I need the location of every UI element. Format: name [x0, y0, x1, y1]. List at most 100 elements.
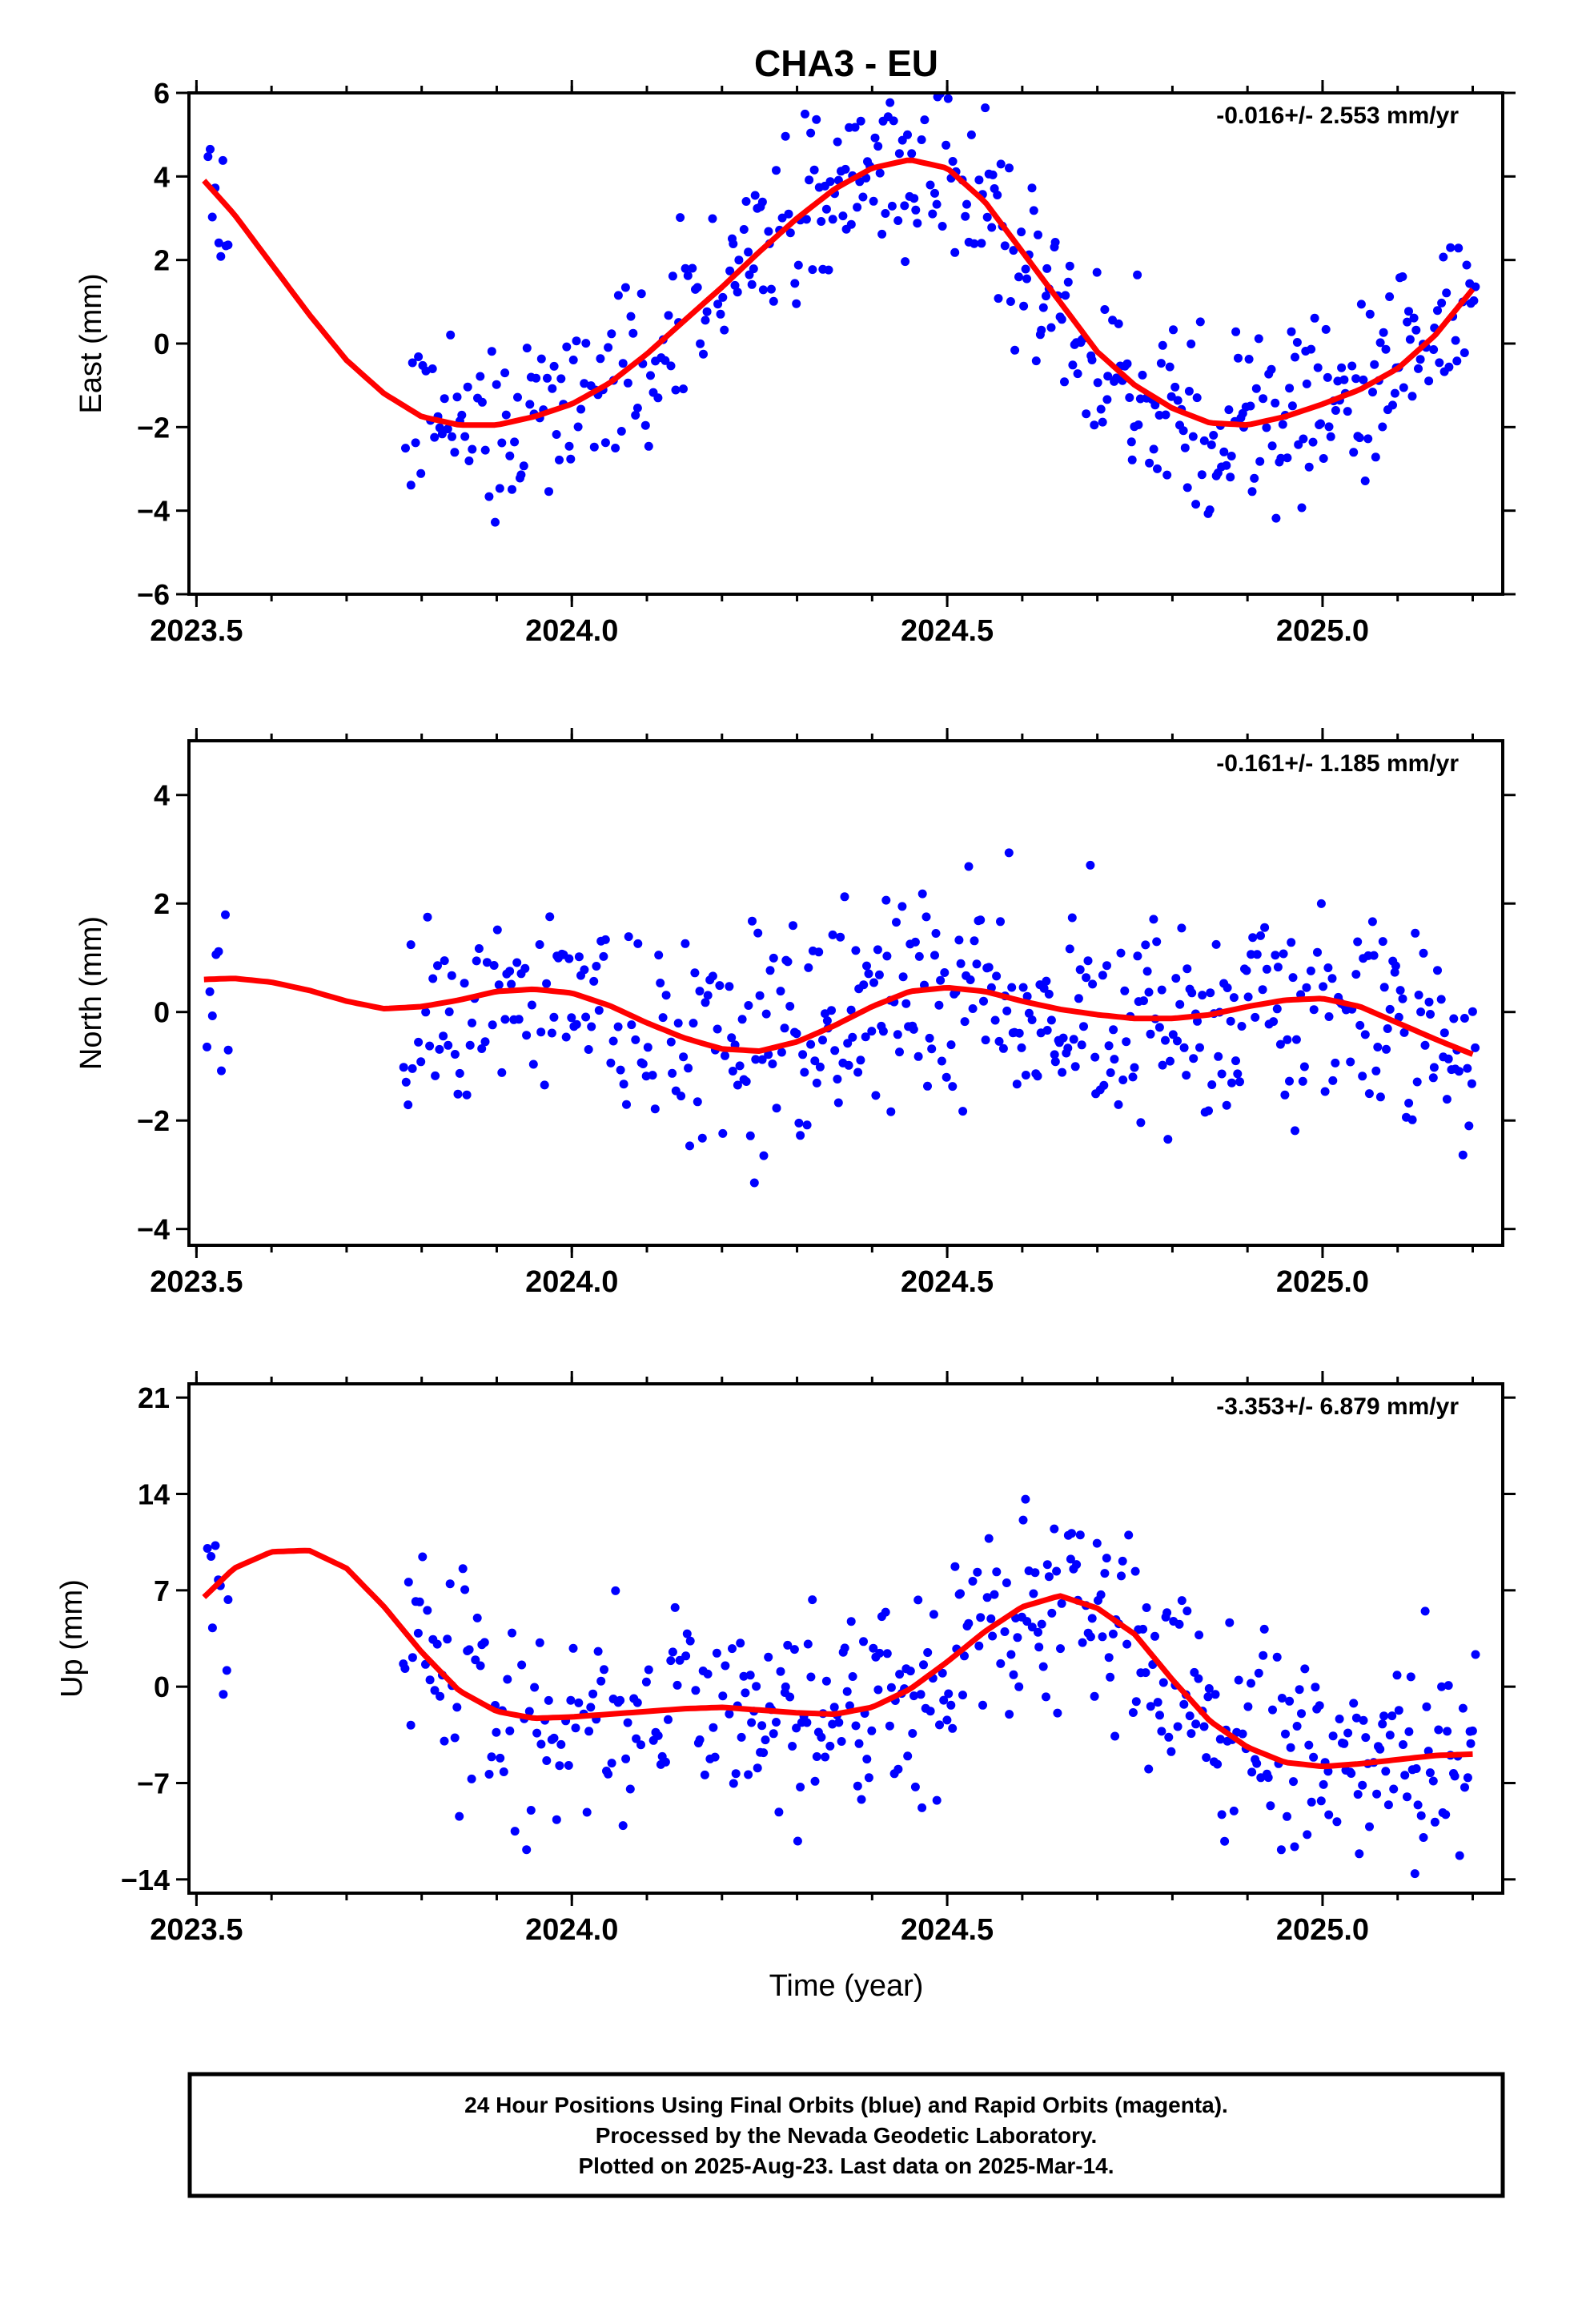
data-point	[701, 998, 710, 1007]
data-point	[960, 1017, 970, 1027]
y-tick-label: 0	[154, 1671, 170, 1703]
data-point	[1006, 297, 1015, 306]
data-point	[1203, 1692, 1213, 1702]
data-point	[730, 280, 740, 290]
data-point	[535, 940, 544, 949]
data-point	[1287, 327, 1296, 336]
data-point	[1434, 1725, 1443, 1735]
data-point	[216, 251, 226, 261]
data-point	[769, 953, 778, 963]
data-point	[1428, 1776, 1438, 1786]
data-point	[859, 980, 869, 990]
data-point	[679, 1052, 689, 1062]
data-point	[893, 216, 903, 225]
data-point	[1069, 1035, 1078, 1044]
data-point	[1012, 1080, 1022, 1089]
data-point	[1047, 1608, 1057, 1618]
data-point	[1353, 1790, 1363, 1799]
data-point	[496, 1753, 505, 1763]
data-point	[505, 1726, 515, 1735]
data-point	[1271, 513, 1281, 523]
data-point	[938, 1668, 947, 1678]
data-point	[942, 1715, 952, 1725]
data-point	[1285, 1076, 1294, 1086]
data-point	[1223, 983, 1232, 992]
data-point	[946, 1040, 956, 1050]
data-point	[1153, 1698, 1162, 1707]
data-point	[1349, 1699, 1359, 1708]
data-point	[1466, 1739, 1476, 1748]
data-point	[1277, 1694, 1287, 1703]
data-point	[990, 1015, 1000, 1025]
data-point	[968, 1004, 978, 1013]
data-point	[656, 979, 665, 987]
data-point	[713, 300, 723, 309]
data-point	[1450, 1771, 1460, 1781]
data-point	[992, 1567, 1002, 1577]
data-point	[1371, 452, 1380, 462]
y-axis-label: North (mm)	[74, 916, 108, 1070]
data-points	[203, 848, 1480, 1188]
data-point	[1146, 1702, 1155, 1711]
data-point	[1280, 1090, 1290, 1100]
data-point	[790, 279, 800, 288]
data-point	[1392, 1671, 1402, 1680]
data-point	[512, 958, 522, 967]
data-point	[777, 1047, 786, 1057]
data-point	[1381, 344, 1391, 354]
data-point	[1146, 1029, 1155, 1039]
data-point	[1316, 899, 1326, 908]
data-point	[679, 384, 688, 394]
data-point	[822, 1016, 832, 1026]
data-point	[1324, 422, 1334, 432]
data-point	[488, 1020, 497, 1030]
data-point	[1404, 1727, 1414, 1736]
data-point	[716, 309, 725, 319]
data-point	[1411, 1764, 1421, 1773]
data-point	[1323, 1767, 1333, 1776]
data-point	[713, 1024, 722, 1034]
data-point	[564, 954, 574, 963]
data-point	[1024, 1008, 1034, 1018]
data-point	[644, 441, 653, 451]
data-point	[1400, 1771, 1410, 1780]
data-point	[1013, 1633, 1022, 1642]
data-point	[1320, 1087, 1330, 1096]
data-point	[1182, 964, 1192, 974]
data-point	[859, 1637, 868, 1647]
data-point	[761, 1735, 770, 1745]
data-point	[728, 1644, 737, 1654]
data-point	[1019, 301, 1029, 311]
data-point	[406, 1720, 416, 1730]
data-point	[1281, 1729, 1290, 1739]
data-point	[981, 1035, 990, 1045]
data-point	[522, 1845, 532, 1855]
data-point	[624, 932, 633, 942]
data-point	[931, 929, 941, 938]
data-point	[1391, 961, 1400, 971]
data-point	[735, 1061, 745, 1071]
data-point	[589, 976, 599, 986]
data-point	[718, 292, 728, 302]
data-point	[1410, 1869, 1419, 1879]
data-point	[1100, 1569, 1110, 1578]
data-point	[943, 94, 953, 103]
data-point	[1316, 419, 1325, 428]
data-point	[751, 1055, 761, 1064]
data-point	[549, 1012, 559, 1022]
data-point	[748, 916, 757, 926]
data-point	[1030, 1568, 1040, 1578]
data-point	[926, 180, 935, 190]
data-point	[668, 1647, 677, 1657]
data-point	[464, 456, 474, 465]
data-point	[613, 291, 623, 300]
data-point	[1155, 1711, 1164, 1720]
data-point	[525, 400, 535, 409]
data-point	[901, 257, 910, 267]
data-point	[715, 981, 725, 991]
data-point	[901, 999, 911, 1008]
data-point	[829, 1703, 839, 1712]
data-point	[500, 1015, 510, 1024]
data-point	[873, 142, 883, 151]
data-point	[744, 247, 753, 257]
